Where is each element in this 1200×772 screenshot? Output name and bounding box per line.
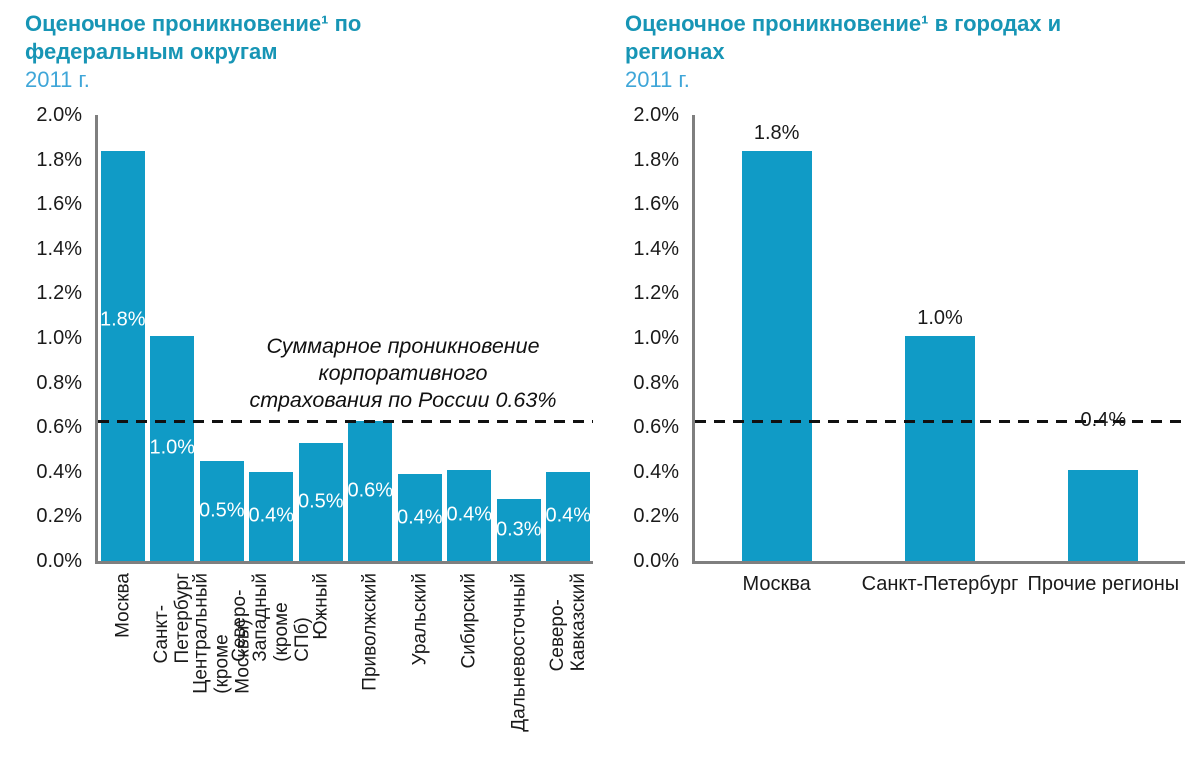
bar-1: 1.8% [99,150,146,561]
x-tick-label: Прочие регионы [1027,573,1180,595]
bar-value-label: 0.4% [396,506,443,529]
annotation-line: страхования по России 0.63% [249,388,557,412]
x-tick-label: Москва [742,573,811,595]
annotation-total-penetration: Суммарное проникновение корпоративного стр… [213,333,593,414]
bar-value-label: 1.0% [149,436,196,459]
bar-9: 0.3% [495,498,542,561]
reference-line-russia-average [98,419,593,423]
x-tick-label: Уральский [409,573,431,666]
x-tick-label: Сибирский [458,573,480,669]
bar-10: 0.4% [545,471,592,561]
x-tick-label: Южный [310,573,332,640]
chart-panel-cities-regions: Оценочное проникновение¹ в городах и рег… [625,10,1200,595]
bar-2 [905,335,975,561]
bar-2: 1.0% [149,335,196,561]
bar-8: 0.4% [446,469,493,561]
y-tick-label: 0.2% [633,505,679,528]
y-tick-label: 0.8% [36,371,82,394]
y-tick-label: 1.8% [36,148,82,171]
y-tick-label: 0.4% [36,460,82,483]
y-tick-label: 2.0% [36,104,82,126]
plot-area-cities-regions: 0.0% 0.2% 0.4% 0.6% 0.8% 1.0% 1.2% 1.4% 1.6% 1.8%… [633,104,1185,595]
annotation-line: корпоративного [318,361,488,385]
y-tick-label: 1.8% [633,148,679,171]
y-tick-label: 1.6% [633,193,679,216]
plot-area-federal-districts: 0.0% 0.2% 0.4% 0.6% 0.8% 1.0% 1.2% 1.4% 1.6% 1.8%… [36,104,593,732]
bar-3: 0.5% [198,460,245,561]
bar-value-label: 0.6% [347,479,394,502]
y-tick-label: 1.4% [36,237,82,260]
bar-value-label: 0.4% [446,503,493,526]
x-tick-label: Северо-Кавказский [547,572,590,672]
bar-value-label: 0.4% [545,504,592,527]
bar-value-label: 1.8% [99,308,146,331]
y-tick-label: 0.0% [633,550,679,572]
y-tick-label: 1.6% [36,193,82,216]
y-tick-label: 0.6% [36,416,82,439]
y-tick-label: 0.6% [633,416,679,439]
bar-4: 0.4% [248,471,295,561]
y-tick-label: 2.0% [633,104,679,126]
y-tick-label: 0.4% [633,460,679,483]
bar-value-label: 1.0% [917,306,963,329]
annotation-line: Суммарное проникновение [266,334,540,358]
x-tick-label: Приволжский [359,573,381,691]
y-tick-label: 1.0% [633,327,679,349]
y-tick-label: 0.0% [36,550,82,572]
bar-6: 0.6% [347,420,394,561]
chart-subtitle-year: 2011 г. [625,67,690,92]
y-tick-label: 1.2% [633,282,679,305]
y-tick-label: 1.2% [36,282,82,305]
y-tick-label: 0.8% [633,371,679,394]
y-tick-label: 1.4% [633,237,679,260]
x-tick-label: Северо-Западный (кроме СПб) [229,573,314,662]
bar-7: 0.4% [396,474,443,561]
bar-1 [741,150,812,561]
bar-value-label: 0.4% [248,504,295,527]
reference-line-russia-average [695,419,1185,423]
y-tick-label: 1.0% [36,327,82,349]
bar-value-label: 0.5% [198,499,245,522]
bar-3 [1068,469,1139,561]
bar-value-label: 0.5% [297,490,344,513]
chart-subtitle-year: 2011 г. [25,67,90,92]
chart-title: Оценочное проникновение¹ по федеральным … [25,11,362,64]
x-tick-label: Санкт-Петербург [861,573,1019,595]
x-tick-label: Москва [112,573,134,638]
chart-panel-federal-districts: Оценочное проникновение¹ по федеральным … [25,10,600,732]
y-tick-label: 0.2% [36,505,82,528]
x-tick-label: Санкт-Петербург [151,572,194,664]
bar-value-label: 0.3% [495,518,542,541]
chart-title: Оценочное проникновение¹ в городах и рег… [625,11,1062,64]
bar-5: 0.5% [297,442,344,561]
bar-value-label: 1.8% [753,121,800,144]
bar-value-label: 0.4% [1080,408,1127,431]
x-tick-label: Дальневосточный [508,573,530,732]
